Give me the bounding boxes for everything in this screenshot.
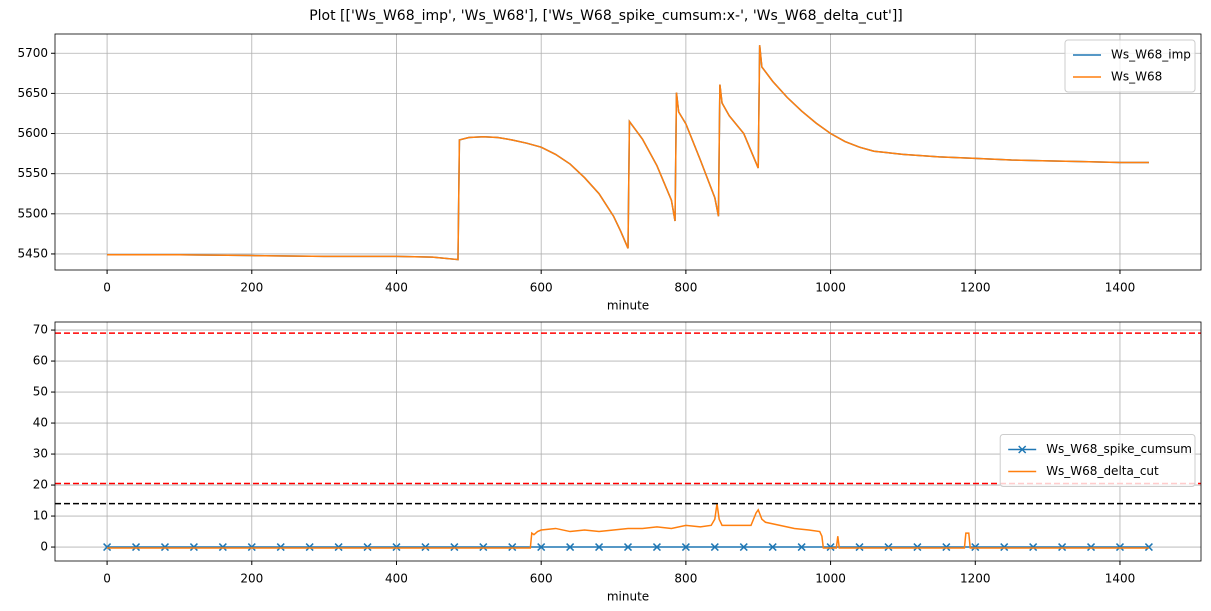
legend-label: Ws_W68_delta_cut [1046, 464, 1159, 478]
x-tick-label: 1200 [960, 281, 991, 295]
series-line [107, 45, 1149, 261]
x-tick-label: 1200 [960, 572, 991, 586]
legend-label: Ws_W68_imp [1111, 48, 1191, 62]
series-marker [797, 543, 806, 552]
x-tick-label: 800 [674, 572, 697, 586]
legend-box [999, 434, 1196, 487]
series-marker [884, 543, 893, 552]
y-tick-label: 5550 [17, 166, 48, 180]
series-marker [623, 543, 633, 552]
series-marker [131, 543, 141, 552]
series-marker [826, 543, 835, 552]
series-marker [1144, 543, 1153, 552]
y-tick-label: 5700 [17, 46, 48, 60]
series-marker [710, 543, 719, 552]
series-marker [1115, 543, 1125, 552]
series-marker [103, 543, 112, 552]
figure-title: Plot [['Ws_W68_imp', 'Ws_W68'], ['Ws_W68… [309, 8, 903, 24]
series-marker [595, 543, 604, 552]
y-tick-label: 60 [33, 354, 48, 368]
x-tick-label: 400 [385, 572, 408, 586]
x-tick-label: 600 [530, 281, 553, 295]
series-marker [681, 543, 690, 552]
legend-label: Ws_W68 [1111, 70, 1162, 84]
x-axis-label: minute [607, 299, 649, 313]
series-marker [768, 543, 777, 552]
series-marker [479, 543, 488, 552]
series-marker [218, 543, 227, 552]
x-tick-label: 1000 [815, 281, 846, 295]
series-marker [739, 543, 748, 552]
y-tick-label: 5500 [17, 206, 48, 220]
series-marker [652, 543, 661, 552]
series-marker [566, 543, 575, 552]
series-marker [508, 543, 517, 552]
x-tick-label: 200 [240, 281, 263, 295]
y-tick-label: 5600 [17, 126, 48, 140]
series-marker [913, 543, 922, 552]
y-tick-label: 50 [33, 385, 48, 399]
series-marker [1000, 543, 1009, 552]
series-marker [1058, 543, 1067, 552]
x-tick-label: 200 [240, 572, 263, 586]
x-tick-label: 1400 [1105, 572, 1136, 586]
series-marker [160, 543, 170, 552]
series-marker [247, 543, 256, 552]
y-tick-label: 70 [33, 323, 48, 337]
series-line [107, 503, 1149, 549]
series-marker [189, 543, 198, 552]
series-marker [1029, 543, 1038, 552]
axes-frame [54, 321, 1202, 562]
series-marker [971, 543, 980, 552]
series-marker [421, 543, 430, 552]
y-tick-label: 30 [33, 447, 48, 461]
x-tick-label: 600 [530, 572, 553, 586]
x-tick-label: 1000 [815, 572, 846, 586]
x-tick-label: 800 [674, 281, 697, 295]
y-tick-label: 0 [40, 540, 48, 554]
x-tick-label: 0 [103, 572, 111, 586]
series-marker [1086, 543, 1096, 552]
legend-label: Ws_W68_spike_cumsum [1046, 442, 1192, 456]
series-marker [276, 543, 285, 552]
x-tick-label: 1400 [1105, 281, 1136, 295]
y-tick-label: 20 [33, 478, 48, 492]
series-marker [855, 543, 864, 552]
x-axis-label: minute [607, 590, 649, 604]
x-tick-label: 0 [103, 281, 111, 295]
y-tick-label: 40 [33, 416, 48, 430]
y-tick-label: 10 [33, 509, 48, 523]
series-marker [392, 543, 401, 552]
series-marker [363, 543, 372, 552]
axes-frame [54, 33, 1202, 271]
series-marker [942, 543, 951, 552]
legend-marker [1018, 445, 1027, 454]
series-marker [537, 543, 546, 552]
x-tick-label: 400 [385, 281, 408, 295]
plot-area [107, 45, 1149, 261]
y-tick-label: 5650 [17, 86, 48, 100]
series-marker [334, 543, 343, 552]
legend-box [1064, 39, 1196, 93]
y-tick-label: 5450 [17, 246, 48, 260]
series-marker [450, 543, 459, 552]
series-marker [305, 543, 314, 552]
